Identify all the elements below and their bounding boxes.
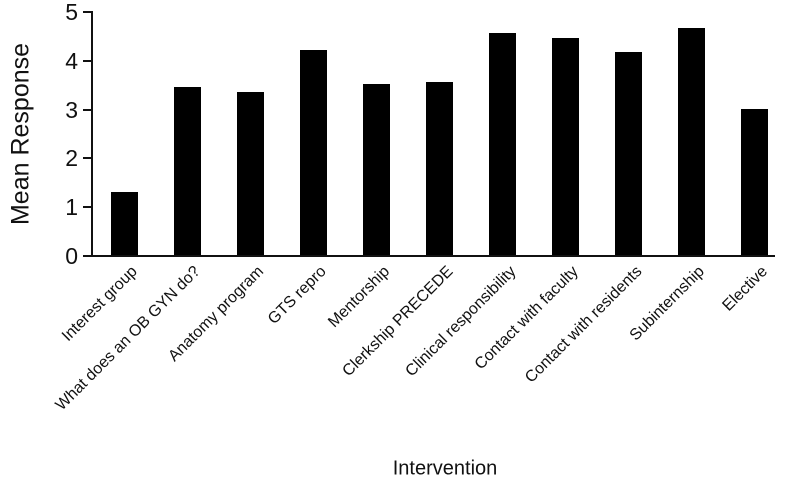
y-tick-label: 5 xyxy=(65,0,78,25)
bar xyxy=(300,50,327,255)
y-tick-label: 3 xyxy=(65,97,78,123)
x-tick-label: Contact with residents xyxy=(521,263,646,387)
bar xyxy=(741,109,768,255)
bar xyxy=(426,82,453,255)
bar xyxy=(678,28,705,255)
bar xyxy=(489,33,516,255)
y-tick-label: 1 xyxy=(65,194,78,220)
x-tick-label: Clerkship PRECEDE xyxy=(339,263,457,381)
bar xyxy=(237,92,264,255)
x-tick-label: GTS repro xyxy=(265,263,331,328)
y-axis-title: Mean Response xyxy=(6,42,35,226)
bar xyxy=(615,52,642,255)
bar xyxy=(111,192,138,255)
x-tick-label: Elective xyxy=(719,263,772,315)
y-tick-label: 0 xyxy=(65,243,78,269)
y-tick-mark xyxy=(83,157,91,159)
x-tick-label: Contact with faculty xyxy=(471,263,583,374)
y-tick-mark xyxy=(83,60,91,62)
y-tick-label: 4 xyxy=(65,48,78,74)
y-tick-mark xyxy=(83,109,91,111)
y-tick-mark xyxy=(83,206,91,208)
y-tick-mark xyxy=(83,255,91,257)
bar xyxy=(174,87,201,255)
y-axis-line xyxy=(91,11,93,257)
x-tick-label: Mentorship xyxy=(325,263,394,331)
x-axis-title: Intervention xyxy=(392,457,498,480)
y-tick-mark xyxy=(83,11,91,13)
x-axis-line xyxy=(91,255,775,257)
bar xyxy=(363,84,390,255)
y-tick-label: 2 xyxy=(65,145,78,171)
bar xyxy=(552,38,579,255)
x-tick-label: Clinical responsibility xyxy=(401,263,520,381)
